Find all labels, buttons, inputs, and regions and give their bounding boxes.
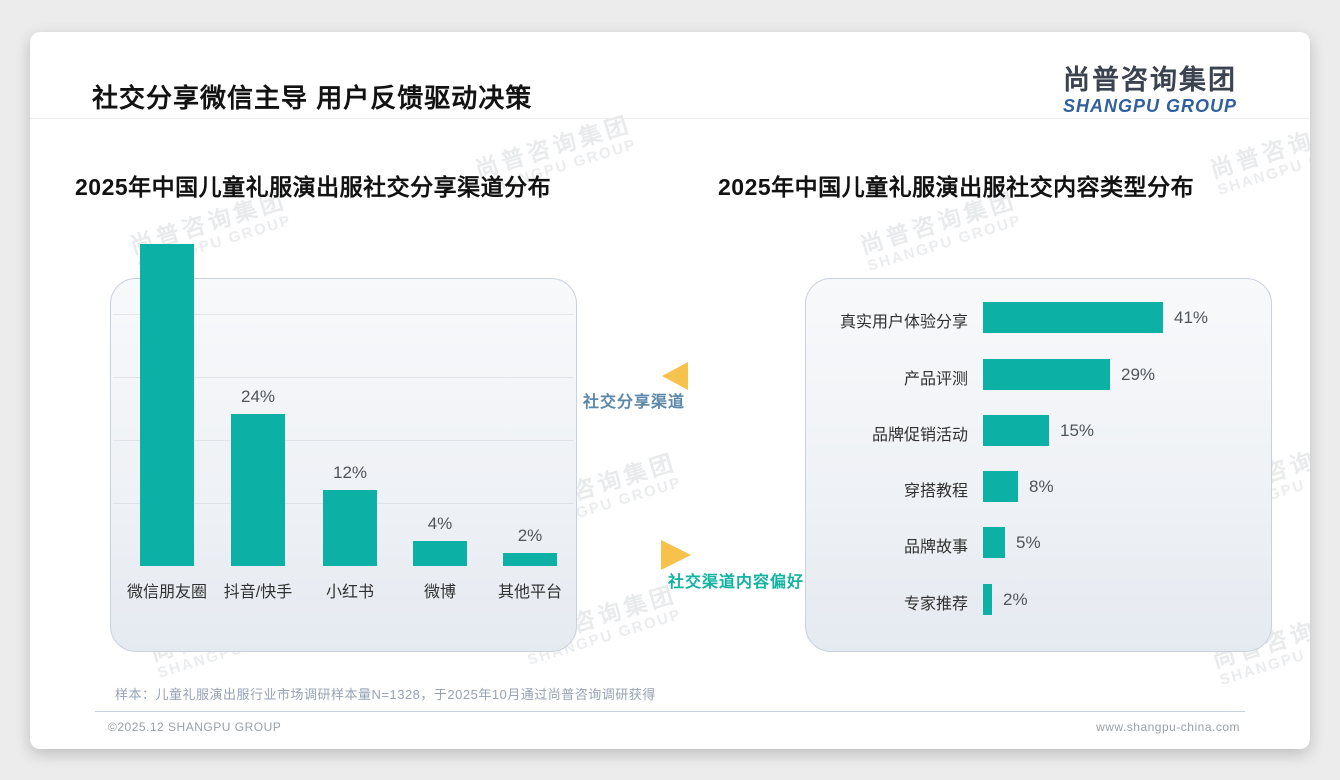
footer-divider xyxy=(95,711,1245,712)
left-chart-title: 2025年中国儿童礼服演出服社交分享渠道分布 xyxy=(75,174,552,200)
bar xyxy=(983,471,1018,502)
gridline xyxy=(113,314,574,315)
bar-category-label: 品牌促销活动 xyxy=(871,427,968,444)
footer-copyright: ©2025.12 SHANGPU GROUP xyxy=(108,720,282,734)
bar-value-label: 15% xyxy=(1060,421,1095,440)
bar xyxy=(983,527,1005,558)
triangle-right-icon xyxy=(661,540,691,570)
gridline xyxy=(113,377,574,378)
bar-value-label: 41% xyxy=(1174,308,1209,327)
gridline xyxy=(113,440,574,441)
header-divider xyxy=(30,118,1310,119)
bar xyxy=(503,553,557,566)
bar-category-label: 真实用户体验分享 xyxy=(839,314,968,331)
annotation-content-preference: 社交渠道内容偏好 xyxy=(668,574,805,591)
bar-value-label: 24% xyxy=(240,387,276,406)
bar-category-label: 小红书 xyxy=(325,584,374,601)
bar xyxy=(983,415,1049,446)
bar-category-label: 品牌故事 xyxy=(903,539,968,556)
bar-category-label: 产品评测 xyxy=(903,371,968,388)
brand-logo-en: SHANGPU GROUP xyxy=(1062,96,1237,116)
brand-logo-cn: 尚普咨询集团 xyxy=(1062,65,1237,95)
bar-value-label: 29% xyxy=(1121,365,1156,384)
bar-category-label: 微信朋友圈 xyxy=(126,584,207,601)
bar-category-label: 抖音/快手 xyxy=(223,584,293,601)
bar xyxy=(983,584,992,615)
bar-value-label: 2% xyxy=(517,526,543,545)
brand-logo: 尚普咨询集团 SHANGPU GROUP xyxy=(1063,58,1237,117)
bar xyxy=(323,490,377,566)
bar-category-label: 专家推荐 xyxy=(903,596,968,613)
bar-category-label: 其他平台 xyxy=(497,584,562,601)
bar-category-label: 微博 xyxy=(423,584,456,601)
bar xyxy=(983,302,1163,333)
bar-value-label: 12% xyxy=(332,463,368,482)
sample-footnote: 样本：儿童礼服演出服行业市场调研样本量N=1328，于2025年10月通过尚普咨… xyxy=(115,687,656,702)
bar-value-label: 5% xyxy=(1016,533,1041,552)
footer-website: www.shangpu-china.com xyxy=(1096,720,1240,734)
annotation-share-channel: 社交分享渠道 xyxy=(583,394,686,411)
bar-value-label: 8% xyxy=(1029,477,1054,496)
watermark-en: SHANGPU GROUP xyxy=(1215,135,1310,199)
bar xyxy=(231,414,285,566)
bar xyxy=(140,244,194,566)
triangle-left-icon xyxy=(662,362,688,390)
right-chart-card xyxy=(805,278,1272,652)
watermark-en: SHANGPU GROUP xyxy=(865,211,1024,275)
bar-value-label: 4% xyxy=(427,514,453,533)
page-title: 社交分享微信主导 用户反馈驱动决策 xyxy=(92,83,533,113)
right-chart-title: 2025年中国儿童礼服演出服社交内容类型分布 xyxy=(718,174,1195,200)
bar-category-label: 穿搭教程 xyxy=(903,483,968,500)
bar-value-label: 2% xyxy=(1003,590,1028,609)
bar xyxy=(413,541,467,566)
bar xyxy=(983,359,1110,390)
slide: 尚普咨询集团 SHANGPU GROUP 尚普咨询集团 SHANGPU GROUP 尚普… xyxy=(30,32,1310,749)
